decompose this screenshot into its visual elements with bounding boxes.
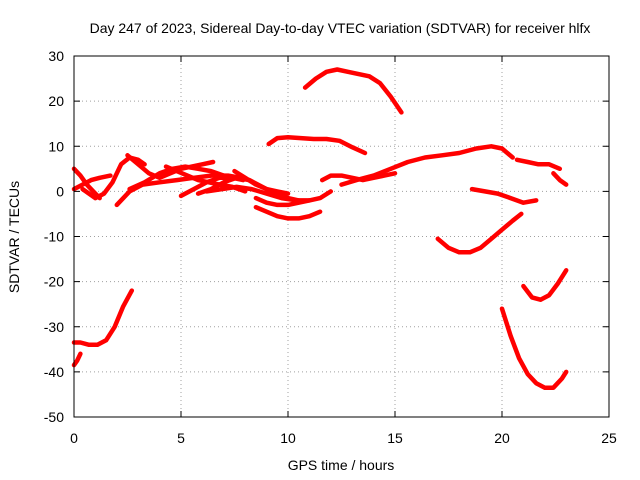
x-tick-label: 15: [387, 430, 403, 446]
series-arc-14: [253, 189, 334, 208]
grid-lines: [74, 56, 609, 417]
series-arc-22: [514, 157, 563, 172]
x-tick-label: 20: [494, 430, 510, 446]
series-arc-13: [232, 168, 291, 196]
y-tick-label: -20: [44, 274, 64, 290]
series-arc-17: [302, 67, 404, 115]
y-tick-label: -50: [44, 409, 64, 425]
series-arc-8: [127, 164, 227, 192]
y-tick-label: 10: [48, 138, 64, 154]
series-arc-16: [266, 134, 368, 156]
y-tick-label: -40: [44, 364, 64, 380]
data-series: [71, 67, 569, 390]
series-arc-7: [125, 153, 216, 181]
x-tick-label: 25: [601, 430, 617, 446]
y-tick-label: 30: [48, 48, 64, 64]
y-tick-label: 20: [48, 93, 64, 109]
series-arc-15: [253, 204, 323, 221]
series-arc-2: [71, 173, 113, 192]
series-arc-21: [469, 186, 539, 205]
chart-title: Day 247 of 2023, Sidereal Day-to-day VTE…: [90, 20, 591, 36]
y-tick-label: -10: [44, 229, 64, 245]
y-tick-label: -30: [44, 319, 64, 335]
x-axis-label: GPS time / hours: [288, 457, 395, 473]
series-arc-12: [204, 184, 312, 203]
x-tick-label: 0: [70, 430, 78, 446]
x-tick-label: 10: [280, 430, 296, 446]
series-arc-23: [551, 171, 569, 187]
axis-ticks: 0 5 10 15 20 25 -50 -40 -30 -20 -10 0 10 20 30: [44, 48, 617, 446]
series-arc-19: [339, 144, 515, 187]
series-arc-4: [71, 351, 83, 368]
series-arc-3: [71, 288, 135, 348]
series-arc-20: [435, 211, 524, 255]
y-tick-label: 0: [56, 183, 64, 199]
y-axis-label: SDTVAR / TECUs: [6, 181, 22, 293]
series-arc-24: [499, 306, 569, 390]
series-arc-25: [521, 268, 569, 302]
x-tick-label: 5: [177, 430, 185, 446]
